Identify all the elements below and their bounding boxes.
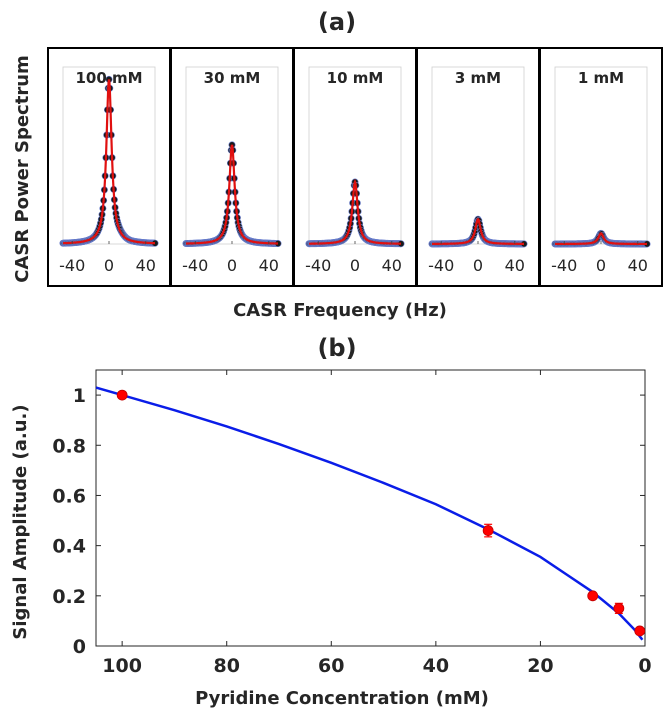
panel-a-label: (a) [318,8,356,36]
panel-a-ylabel: CASR Power Spectrum [12,55,33,283]
data-point [116,389,128,401]
plot-frame [95,369,646,647]
x-tick-label: 0 [104,256,114,275]
lorentzian-fit-line [555,232,647,246]
panel-b-ylabel: Signal Amplitude (a.u.) [10,404,31,639]
x-tick-label: 80 [213,655,239,677]
y-tick-label: 0.2 [52,586,86,608]
y-tick-label: 0.6 [52,485,86,507]
inner-axes-box [185,66,279,245]
data-marker-series [59,75,159,247]
spectrum-subplot: 30 mM -40 0 40 [170,47,294,287]
x-tick-label: 40 [423,655,449,677]
x-tick-label: -40 [182,256,208,275]
inner-axes-box [308,66,402,245]
data-marker-series [182,141,282,248]
lorentzian-fit-line [185,144,279,245]
subplot-title: 10 mM [327,69,384,87]
x-tick-label: -40 [428,256,454,275]
lorentzian-fit-line [432,217,524,245]
x-tick-label: -40 [551,256,577,275]
y-tick-label: 0.4 [52,536,86,558]
inner-axes-box [554,66,648,245]
x-tick-label: 0 [596,256,606,275]
lorentzian-fit-line [308,178,402,245]
x-tick-label: 0 [350,256,360,275]
spectrum-subplot: 3 mM -40 0 40 [416,47,540,287]
y-tick-label: 0 [73,636,86,658]
panel-b-xlabel: Pyridine Concentration (mM) [195,688,489,709]
panel-b-label: (b) [317,334,356,362]
x-tick-label: 40 [382,256,402,275]
data-point [587,590,599,602]
data-point [613,602,625,614]
x-tick-label: 40 [628,256,648,275]
x-tick-label: 40 [136,256,156,275]
x-tick-label: 0 [227,256,237,275]
subplot-title: 30 mM [204,69,261,87]
data-marker-series [305,178,405,248]
subplot-title: 1 mM [578,69,624,87]
data-point [634,625,646,637]
x-tick-label: 40 [505,256,525,275]
y-tick-label: 0.8 [52,435,86,457]
subplot-frame [539,47,663,287]
spectrum-subplot: 1 mM -40 0 40 [539,47,663,287]
x-tick-label: 20 [527,655,553,677]
panel-b-plot-area: 0 0.2 0.4 0.6 0.8 1 100 80 60 40 20 0 [52,369,652,677]
x-tick-label: 0 [473,256,483,275]
y-tick-label: 1 [73,385,86,407]
spectrum-subplot: 10 mM -40 0 40 [293,47,417,287]
lorentzian-fit-line [62,79,156,245]
panel-a-xlabel: CASR Frequency (Hz) [233,300,447,321]
x-tick-label: 40 [259,256,279,275]
x-tick-label: 0 [638,655,651,677]
x-tick-label: -40 [305,256,331,275]
panel-a-subplots: 100 mM -40 0 40 30 mM -40 0 40 10 mM -40 0 40 3 mM -4… [47,47,663,287]
x-tick-label: 100 [102,655,142,677]
data-point [482,525,494,536]
x-tick-label: -40 [59,256,85,275]
subplot-title: 100 mM [75,69,142,87]
fit-curve [95,386,644,641]
spectrum-subplot: 100 mM -40 0 40 [47,47,171,287]
subplot-title: 3 mM [455,69,501,87]
x-tick-label: 60 [318,655,344,677]
